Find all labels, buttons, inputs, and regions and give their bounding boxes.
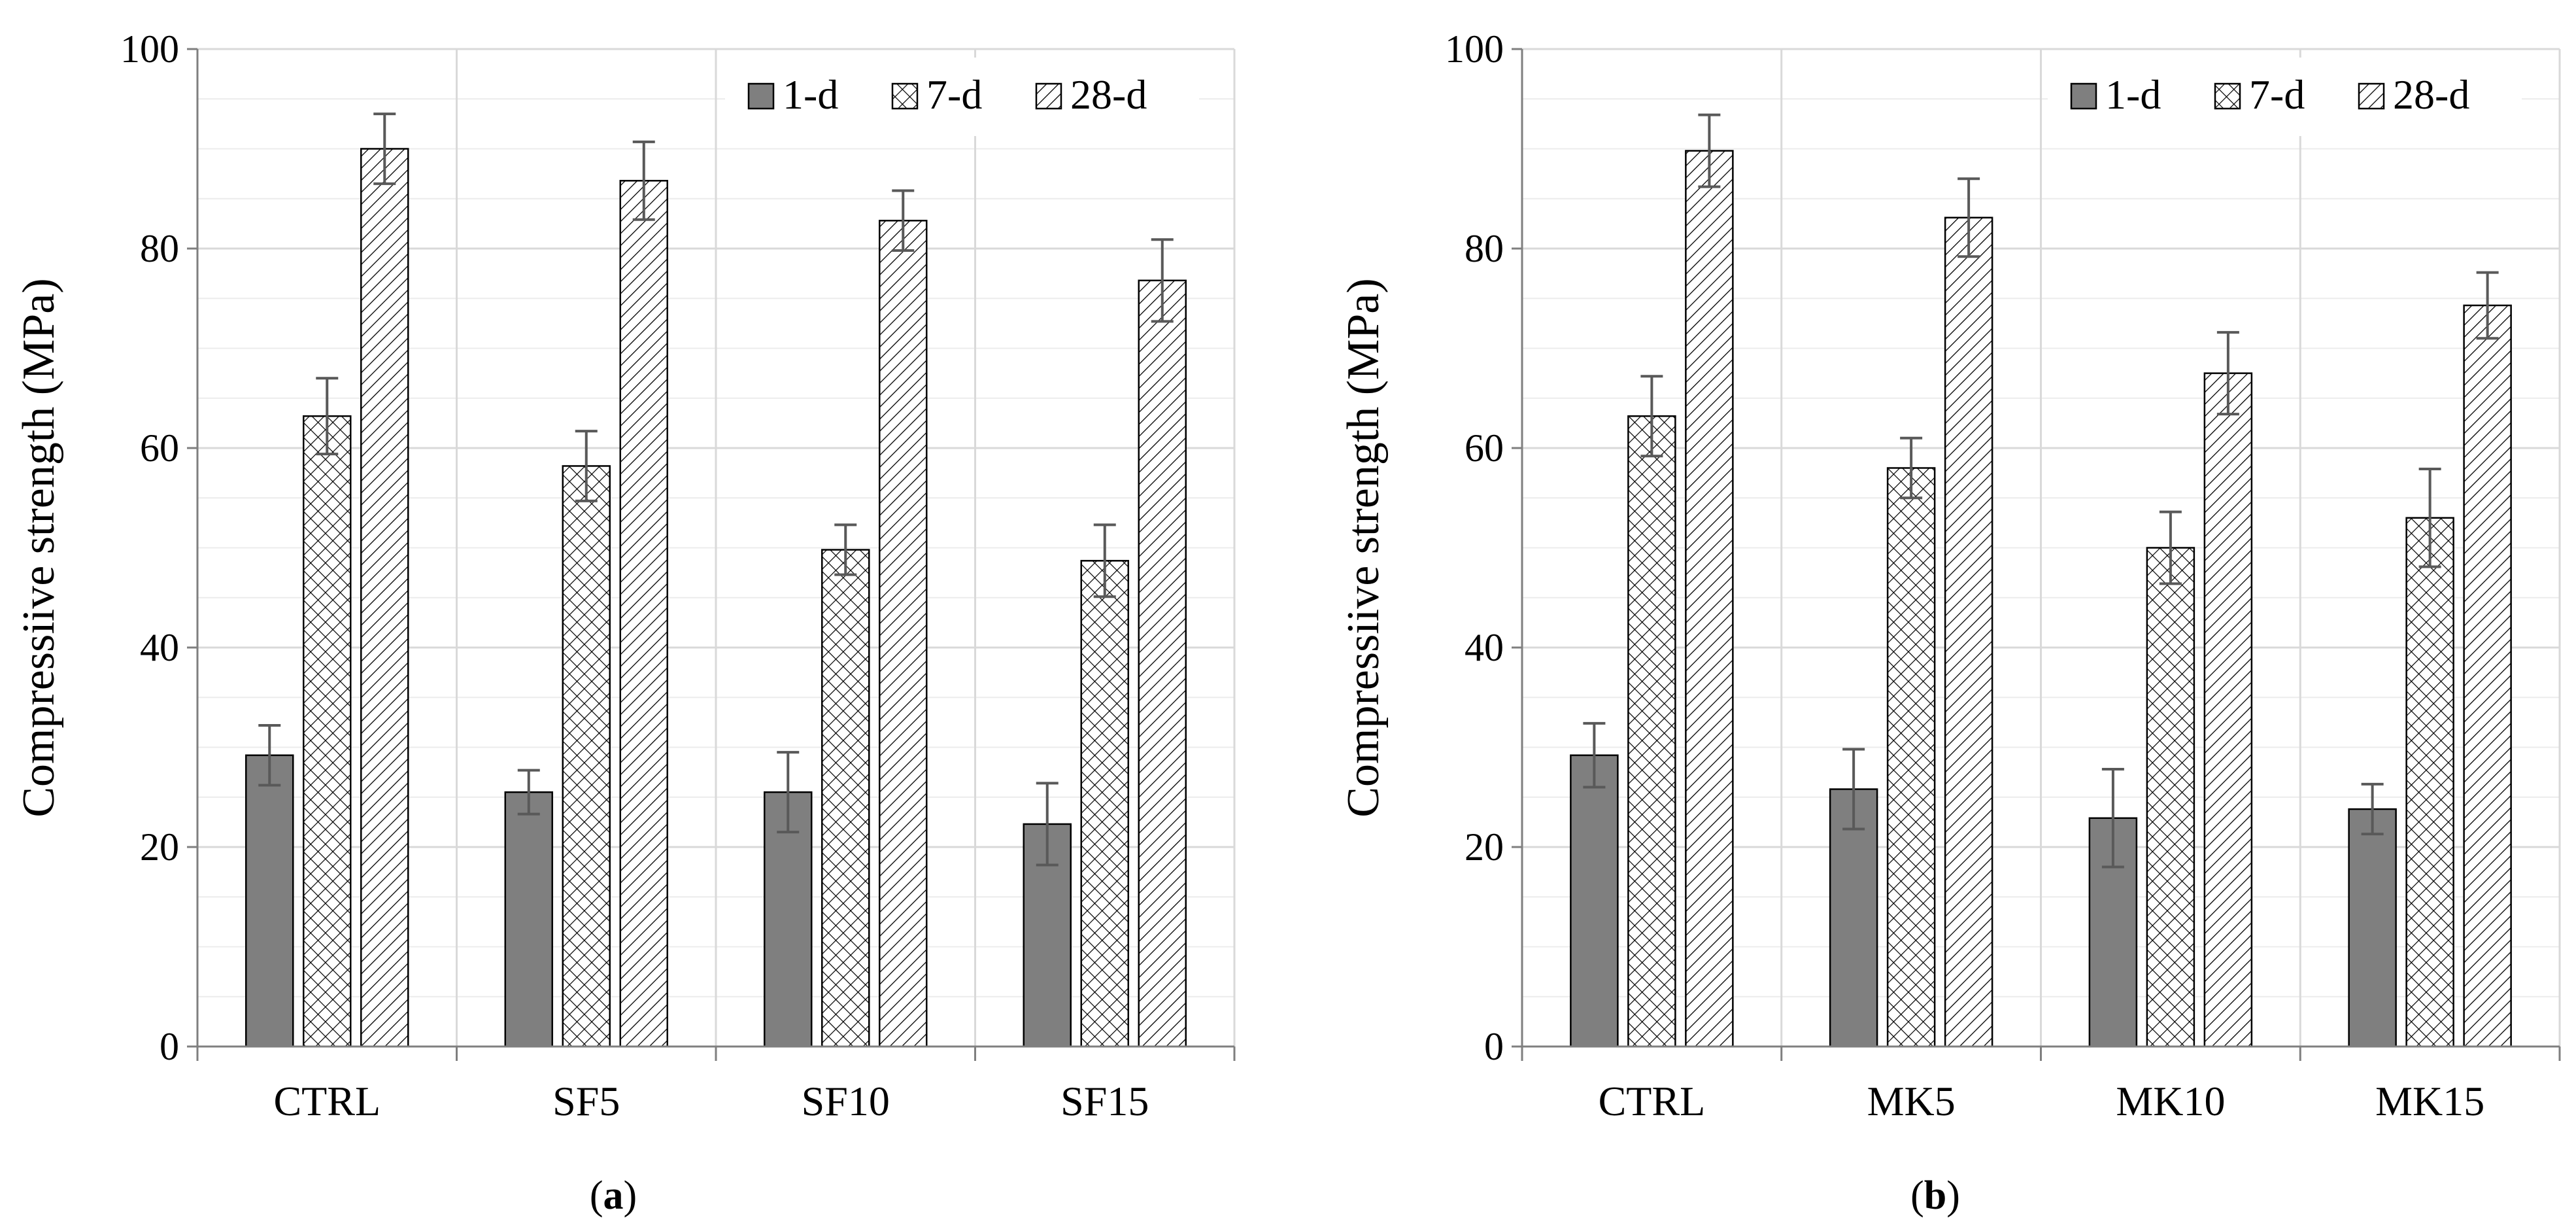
y-tick-label: 60 bbox=[1465, 426, 1504, 470]
legend-label-28-d: 28-d bbox=[1070, 71, 1147, 118]
legend-label-7-d: 7-d bbox=[2249, 71, 2305, 118]
bar-28-d-SF10 bbox=[879, 220, 928, 1048]
y-tick-label: 100 bbox=[120, 27, 179, 71]
bar-7-d-CTRL bbox=[1627, 415, 1676, 1048]
y-tick-label: 80 bbox=[140, 227, 179, 270]
y-tick-label: 40 bbox=[140, 626, 179, 669]
panel-label-a: (a) bbox=[590, 1173, 637, 1218]
legend-swatch-1-d bbox=[747, 82, 775, 110]
y-tick-label: 100 bbox=[1445, 27, 1504, 71]
bar-28-d-MK5 bbox=[1944, 216, 1993, 1048]
bar-28-d-SF5 bbox=[619, 180, 668, 1048]
legend-label-28-d: 28-d bbox=[2393, 71, 2469, 118]
bar-7-d-SF10 bbox=[821, 549, 870, 1048]
error-bar-28-d-SF10 bbox=[892, 189, 915, 252]
legend-swatch-1-d bbox=[2070, 82, 2097, 110]
error-bar-7-d-SF10 bbox=[834, 523, 857, 576]
legend-swatch-28-d bbox=[2358, 82, 2385, 110]
error-bar-1-d-SF5 bbox=[517, 769, 540, 816]
legend-swatch-7-d bbox=[891, 82, 919, 110]
chart-panel-b: 0 20 40 60 80 100 CTRL MK5 MK10 MK15 Compressiive … bbox=[1338, 27, 2561, 1124]
error-bar-1-d-CTRL bbox=[258, 723, 281, 787]
x-tick-label: CTRL bbox=[1599, 1078, 1706, 1124]
error-bar-7-d-SF5 bbox=[575, 430, 598, 502]
legend-box bbox=[2048, 58, 2522, 136]
bar-1-d-CTRL bbox=[1570, 754, 1619, 1048]
legend-label-7-d: 7-d bbox=[926, 71, 982, 118]
legend-box bbox=[725, 58, 1199, 136]
error-bar-28-d-SF5 bbox=[632, 140, 655, 221]
y-tick-label: 40 bbox=[1465, 626, 1504, 669]
legend-label-1-d: 1-d bbox=[2105, 71, 2161, 118]
error-bar-7-d-MK10 bbox=[2159, 510, 2182, 585]
error-bar-28-d-SF15 bbox=[1151, 238, 1174, 323]
error-bar-7-d-MK5 bbox=[1900, 436, 1923, 500]
error-bar-1-d-SF15 bbox=[1036, 782, 1059, 867]
error-bar-7-d-MK15 bbox=[2418, 468, 2441, 568]
bar-1-d-MK15 bbox=[2348, 808, 2397, 1048]
bar-28-d-CTRL bbox=[1685, 150, 1734, 1048]
x-tick-label: MK15 bbox=[2375, 1078, 2484, 1124]
x-tick-label: SF10 bbox=[802, 1078, 890, 1124]
bar-28-d-CTRL bbox=[360, 148, 409, 1048]
y-tick-label: 0 bbox=[160, 1025, 179, 1068]
error-bar-7-d-CTRL bbox=[1640, 375, 1663, 458]
y-tick-label: 20 bbox=[1465, 825, 1504, 869]
chart-panel-a: 0 20 40 60 80 100 CTRL SF5 SF10 SF15 Compressiive … bbox=[14, 27, 1236, 1124]
error-bar-28-d-CTRL bbox=[1698, 113, 1721, 188]
x-tick-label: CTRL bbox=[273, 1078, 381, 1124]
y-tick-label: 0 bbox=[1484, 1025, 1504, 1068]
bar-7-d-MK5 bbox=[1886, 467, 1936, 1048]
bar-28-d-SF15 bbox=[1138, 279, 1187, 1048]
legend-swatch-28-d bbox=[1035, 82, 1062, 110]
y-tick-label: 60 bbox=[140, 426, 179, 470]
y-tick-label: 20 bbox=[140, 825, 179, 869]
bar-7-d-SF15 bbox=[1080, 560, 1129, 1048]
error-bar-28-d-MK5 bbox=[1957, 177, 1980, 258]
error-bar-7-d-SF15 bbox=[1093, 523, 1116, 598]
error-bar-1-d-CTRL bbox=[1583, 721, 1606, 789]
error-bar-28-d-CTRL bbox=[373, 113, 396, 185]
bar-28-d-MK10 bbox=[2203, 372, 2253, 1048]
bar-1-d-MK5 bbox=[1829, 788, 1878, 1048]
error-bar-1-d-MK10 bbox=[2101, 768, 2124, 869]
bar-28-d-MK15 bbox=[2463, 304, 2512, 1048]
y-axis-title: Compressiive strength (MPa) bbox=[1338, 278, 1389, 817]
bar-1-d-SF15 bbox=[1023, 823, 1072, 1048]
panel-label-b: (b) bbox=[1910, 1173, 1960, 1218]
legend-label-1-d: 1-d bbox=[783, 71, 838, 118]
x-tick-label: SF15 bbox=[1060, 1078, 1149, 1124]
y-tick-label: 80 bbox=[1465, 227, 1504, 270]
bar-7-d-MK15 bbox=[2405, 517, 2454, 1048]
error-bar-1-d-SF10 bbox=[777, 751, 800, 834]
y-axis-title: Compressiive strength (MPa) bbox=[14, 278, 64, 817]
error-bar-7-d-CTRL bbox=[316, 377, 339, 456]
bar-7-d-SF5 bbox=[562, 465, 611, 1048]
bar-1-d-CTRL bbox=[245, 754, 294, 1048]
x-tick-label: SF5 bbox=[552, 1078, 620, 1124]
bar-7-d-CTRL bbox=[303, 415, 352, 1048]
legend-swatch-7-d bbox=[2214, 82, 2241, 110]
x-tick-label: MK5 bbox=[1867, 1078, 1956, 1124]
bar-1-d-SF10 bbox=[764, 791, 813, 1048]
legend: 1-d 7-d 28-d bbox=[2048, 58, 2522, 136]
error-bar-1-d-MK5 bbox=[1842, 748, 1865, 831]
error-bar-1-d-MK15 bbox=[2361, 782, 2384, 836]
x-tick-label: MK10 bbox=[2116, 1078, 2225, 1124]
error-bar-28-d-MK15 bbox=[2476, 271, 2499, 340]
error-bar-28-d-MK10 bbox=[2216, 331, 2239, 416]
legend: 1-d 7-d 28-d bbox=[725, 58, 1199, 136]
bar-7-d-MK10 bbox=[2146, 547, 2195, 1048]
bar-1-d-SF5 bbox=[504, 791, 553, 1048]
